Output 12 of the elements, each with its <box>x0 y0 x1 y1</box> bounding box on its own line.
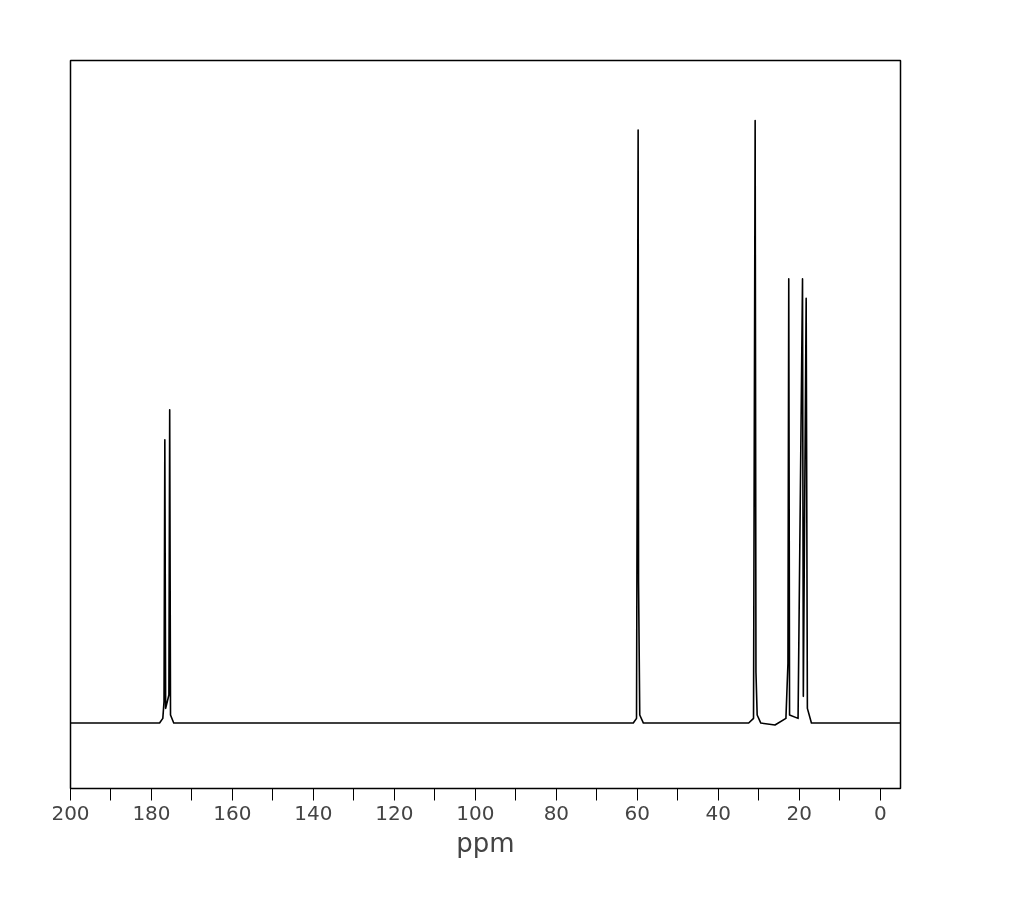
x-tick-label: 40 <box>705 800 732 825</box>
x-tick-label: 60 <box>624 800 651 825</box>
x-tick-label: 80 <box>543 800 570 825</box>
x-tick-label: 0 <box>873 800 887 825</box>
x-tick-label: 160 <box>213 800 252 825</box>
x-tick-label: 180 <box>132 800 171 825</box>
x-axis-title: ppm <box>456 827 515 858</box>
x-tick-label: 140 <box>294 800 333 825</box>
x-tick-label: 100 <box>456 800 495 825</box>
x-tick-label: 200 <box>51 800 90 825</box>
x-tick-label: 20 <box>786 800 813 825</box>
x-tick-label: 120 <box>375 800 414 825</box>
